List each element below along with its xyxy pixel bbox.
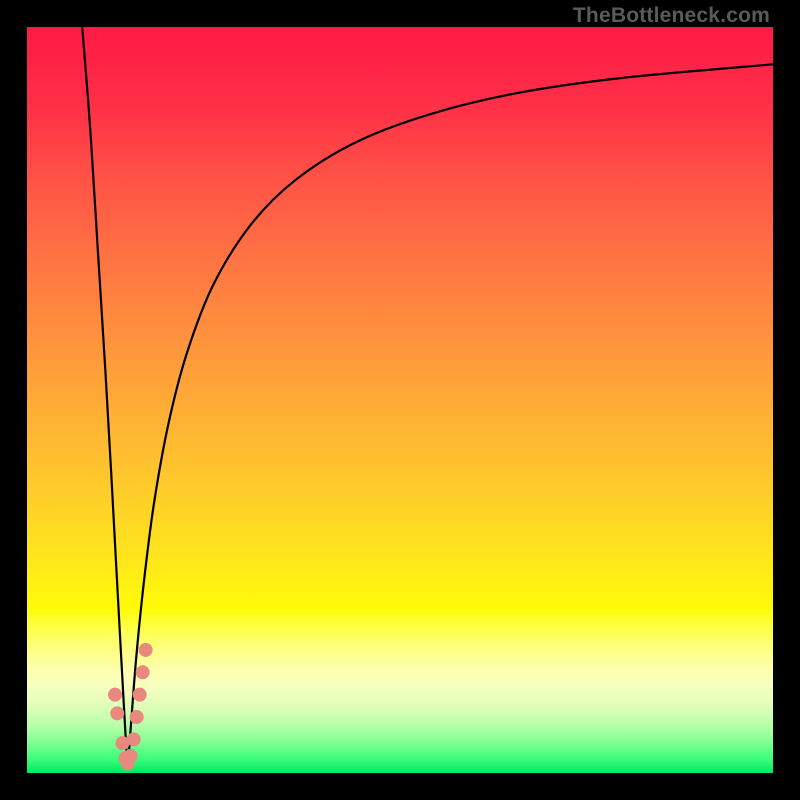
chart-frame: TheBottleneck.com [0, 0, 800, 800]
curve-line [82, 27, 773, 762]
watermark-text: TheBottleneck.com [573, 4, 770, 28]
marker-dot [111, 707, 124, 720]
marker-dot [109, 688, 122, 701]
bottleneck-curve [27, 27, 773, 773]
marker-dot [124, 749, 137, 762]
plot-area [27, 27, 773, 773]
valley-markers [109, 643, 153, 769]
marker-dot [130, 711, 143, 724]
marker-dot [133, 688, 146, 701]
marker-dot [127, 733, 140, 746]
marker-dot [139, 643, 152, 656]
marker-dot [136, 666, 149, 679]
